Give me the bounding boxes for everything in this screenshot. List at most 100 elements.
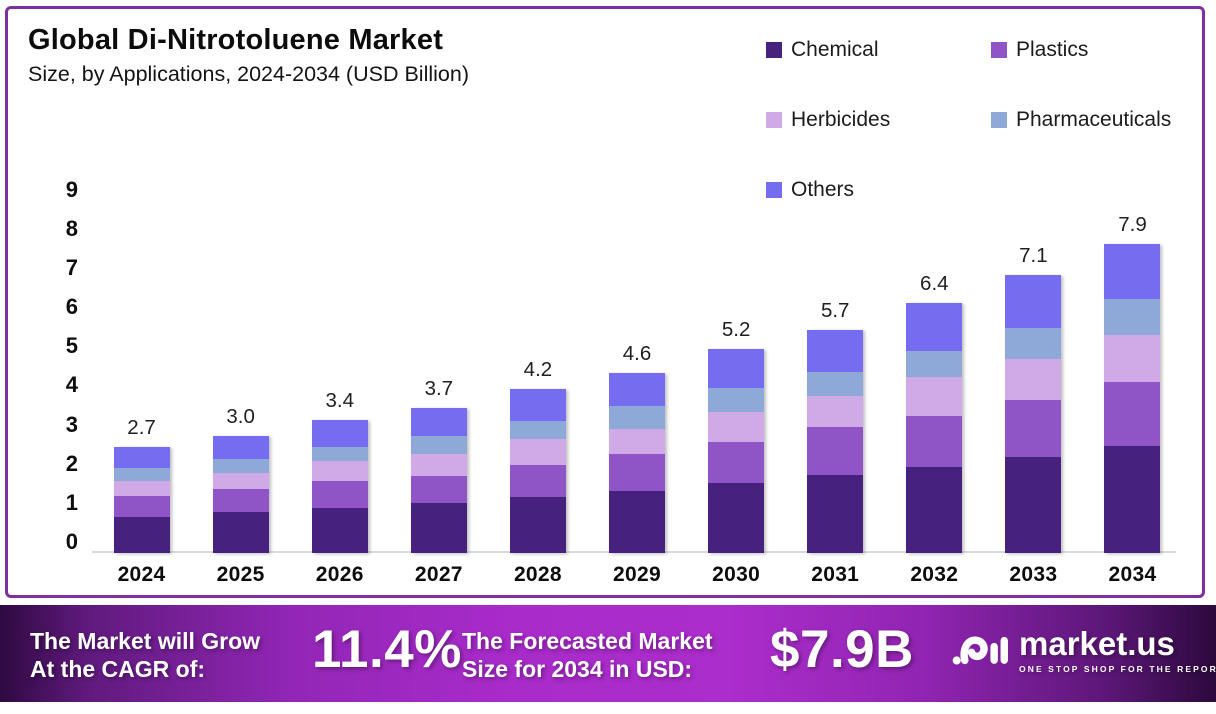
bar-segment-plastics[interactable]: [906, 416, 963, 467]
bar-segment-herbicides[interactable]: [113, 480, 170, 497]
y-tick-label: 1: [65, 489, 78, 515]
bar-segment-pharmaceuticals[interactable]: [212, 458, 269, 473]
legend-swatch-icon: [766, 182, 782, 198]
bar-segment-pharmaceuticals[interactable]: [1104, 298, 1161, 336]
bar-stack-2032[interactable]: [906, 302, 963, 553]
bar-segment-chemical[interactable]: [1005, 457, 1062, 553]
bar-total-label: 2.7: [127, 416, 156, 440]
bar-segment-plastics[interactable]: [1005, 400, 1062, 458]
bar-total-label: 5.7: [820, 298, 850, 322]
bar-total-label: 4.2: [523, 357, 553, 381]
bar-segment-pharmaceuticals[interactable]: [1005, 327, 1062, 359]
bar-segment-pharmaceuticals[interactable]: [609, 405, 666, 429]
bar-segment-others[interactable]: [509, 388, 566, 422]
bar-segment-chemical[interactable]: [212, 512, 269, 553]
page-title: Global Di-Nitrotoluene Market: [28, 24, 444, 56]
legend-item-herbicides: Herbicides: [766, 108, 991, 132]
y-tick-label: 3: [65, 411, 78, 437]
bar-segment-plastics[interactable]: [410, 475, 467, 504]
cagr-label: The Market will Grow At the CAGR of:: [30, 627, 260, 683]
bar-segment-plastics[interactable]: [113, 496, 170, 517]
legend-label: Others: [791, 178, 855, 201]
bar-segment-others[interactable]: [906, 302, 963, 352]
bar-segment-herbicides[interactable]: [708, 412, 765, 443]
bar-segment-herbicides[interactable]: [1005, 358, 1062, 401]
bar-segment-others[interactable]: [1104, 243, 1161, 299]
bars-row: 2.7 2024 3.0 2025 3.4 2026 3.7 2027 4.2 2028 4.6 20…: [92, 190, 1182, 600]
bar-segment-herbicides[interactable]: [509, 439, 566, 465]
bar-segment-plastics[interactable]: [212, 488, 269, 513]
marketus-logo-icon: [952, 627, 1010, 671]
bar-segment-herbicides[interactable]: [410, 453, 467, 476]
legend-item-chemical: Chemical: [766, 38, 991, 62]
bar-stack-2025[interactable]: [212, 435, 269, 553]
x-axis-label: 2026: [315, 563, 364, 586]
legend-item-pharmaceuticals: Pharmaceuticals: [991, 108, 1212, 132]
bar-segment-plastics[interactable]: [1104, 382, 1161, 446]
bar-segment-herbicides[interactable]: [311, 461, 368, 482]
bar-slot-2024: 2.7 2024: [92, 190, 191, 586]
bar-segment-chemical[interactable]: [311, 508, 368, 553]
bar-segment-others[interactable]: [410, 408, 467, 437]
bar-segment-pharmaceuticals[interactable]: [410, 436, 467, 454]
forecast-label: The Forecasted Market Size for 2034 in U…: [462, 627, 713, 683]
x-axis-label: 2034: [1108, 563, 1157, 586]
bar-segment-others[interactable]: [807, 329, 864, 372]
legend-item-plastics: Plastics: [991, 38, 1212, 62]
bar-segment-plastics[interactable]: [807, 426, 864, 475]
bar-segment-others[interactable]: [311, 419, 368, 448]
bar-segment-pharmaceuticals[interactable]: [708, 387, 765, 413]
y-tick-label: 2: [65, 450, 78, 476]
bar-segment-herbicides[interactable]: [807, 396, 864, 427]
bar-segment-plastics[interactable]: [708, 442, 765, 483]
bar-segment-plastics[interactable]: [509, 464, 566, 497]
bar-segment-pharmaceuticals[interactable]: [509, 421, 566, 440]
bar-stack-2027[interactable]: [410, 408, 467, 553]
bar-segment-herbicides[interactable]: [609, 428, 666, 455]
bar-segment-pharmaceuticals[interactable]: [311, 447, 368, 462]
bar-segment-plastics[interactable]: [609, 454, 666, 492]
bar-segment-herbicides[interactable]: [1104, 335, 1161, 383]
bar-segment-others[interactable]: [609, 372, 666, 406]
legend-item-others: Others: [766, 178, 991, 202]
marketus-logo[interactable]: market.us ONE STOP SHOP FOR THE REPORTS: [952, 625, 1216, 674]
bar-stack-2030[interactable]: [708, 349, 765, 553]
cagr-value: 11.4%: [312, 620, 462, 679]
bar-segment-chemical[interactable]: [1104, 445, 1161, 553]
logo-wordmark: market.us: [1019, 625, 1175, 662]
bar-slot-2034: 7.9 2034: [1083, 190, 1182, 586]
x-axis-label: 2033: [1009, 563, 1058, 586]
y-tick-label: 6: [65, 294, 78, 320]
bar-segment-plastics[interactable]: [311, 481, 368, 508]
bar-stack-2029[interactable]: [609, 372, 666, 553]
bar-stack-2034[interactable]: [1104, 243, 1161, 553]
bar-segment-pharmaceuticals[interactable]: [807, 371, 864, 397]
bar-segment-others[interactable]: [113, 447, 170, 468]
bar-stack-2026[interactable]: [311, 419, 368, 553]
bar-segment-chemical[interactable]: [113, 516, 170, 553]
bar-stack-2024[interactable]: [113, 447, 170, 553]
bar-segment-chemical[interactable]: [708, 482, 765, 553]
bar-stack-2033[interactable]: [1005, 275, 1062, 553]
x-axis-label: 2025: [216, 563, 265, 586]
bar-stack-2028[interactable]: [509, 388, 566, 553]
bar-segment-chemical[interactable]: [509, 496, 566, 553]
bar-total-label: 7.1: [1019, 244, 1048, 268]
x-axis-label: 2030: [712, 563, 761, 586]
bar-segment-pharmaceuticals[interactable]: [113, 467, 170, 481]
bar-segment-others[interactable]: [1005, 275, 1062, 328]
bar-segment-herbicides[interactable]: [906, 376, 963, 417]
bar-stack-2031[interactable]: [807, 329, 864, 553]
bar-segment-chemical[interactable]: [609, 491, 666, 553]
bar-segment-herbicides[interactable]: [212, 472, 269, 489]
bar-slot-2031: 5.7 2031: [786, 190, 885, 586]
bar-segment-others[interactable]: [708, 349, 765, 388]
bar-segment-chemical[interactable]: [410, 503, 467, 553]
bar-segment-chemical[interactable]: [906, 466, 963, 553]
bar-segment-pharmaceuticals[interactable]: [906, 351, 963, 377]
bar-segment-chemical[interactable]: [807, 474, 864, 553]
bar-segment-others[interactable]: [212, 435, 269, 459]
x-axis-label: 2029: [613, 563, 661, 586]
bar-total-label: 3.7: [424, 377, 454, 401]
legend-label: Plastics: [1016, 38, 1089, 61]
